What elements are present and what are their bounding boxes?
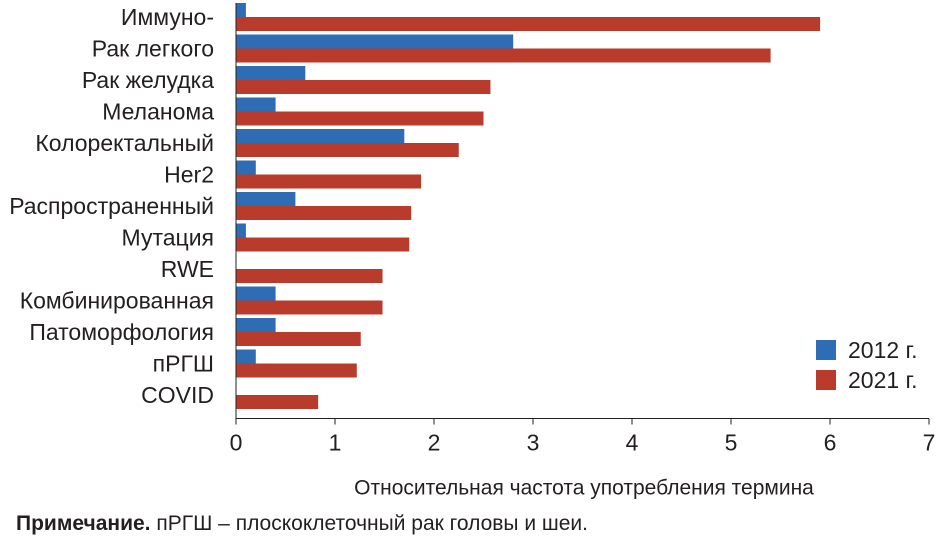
bar-series2 — [236, 48, 771, 63]
legend: 2012 г. 2021 г. — [816, 337, 918, 393]
bar-chart: Иммуно- Рак легкого Рак желудка Меланома Кол… — [9, 3, 936, 500]
footnote-label: Примечание. — [16, 512, 151, 535]
bar-series2 — [236, 143, 459, 157]
bar-series2 — [236, 174, 422, 189]
footnote: Примечание. пРГШ – плоскоклеточный рак г… — [16, 511, 588, 537]
bar-series1 — [236, 286, 276, 301]
bar-series1 — [236, 318, 276, 332]
x-axis-ticks: 0 1 2 3 4 5 6 7 — [230, 418, 936, 456]
category-labels: Иммуно- Рак легкого Рак желудка Меланома Кол… — [9, 4, 214, 408]
x-tick-label: 5 — [725, 430, 738, 456]
footnote-text: пРГШ – плоскоклеточный рак головы и шеи. — [150, 512, 588, 535]
x-tick-label: 2 — [428, 430, 441, 456]
bar-series1 — [236, 160, 256, 175]
x-tick-label: 7 — [923, 430, 936, 456]
bar-series2 — [236, 80, 491, 94]
x-axis-title: Относительная частота употребления терми… — [354, 477, 814, 500]
bar-series2 — [236, 332, 361, 346]
category-label: Распространенный — [9, 193, 214, 219]
category-label: пРГШ — [153, 351, 214, 377]
bar-series2 — [236, 206, 412, 220]
category-label: Меланома — [102, 99, 214, 125]
bar-series2 — [236, 395, 319, 409]
category-label: Her2 — [164, 162, 214, 188]
bar-series2 — [236, 17, 821, 31]
category-label: RWE — [161, 256, 214, 282]
legend-swatch — [816, 370, 836, 390]
legend-label: 2021 г. — [848, 367, 918, 393]
bar-series2 — [236, 300, 383, 315]
x-tick-label: 6 — [824, 430, 837, 456]
bar-series2 — [236, 363, 357, 378]
legend-swatch — [816, 340, 836, 360]
bar-series1 — [236, 34, 514, 49]
bar-series2 — [236, 111, 484, 126]
category-label: Рак легкого — [92, 36, 214, 62]
bar-series1 — [236, 223, 246, 238]
x-tick-label: 3 — [527, 430, 540, 456]
x-tick-label: 0 — [230, 430, 243, 456]
bar-series1 — [236, 3, 246, 17]
category-label: Иммуно- — [121, 4, 214, 30]
legend-label: 2012 г. — [848, 337, 918, 363]
bar-series1 — [236, 97, 276, 112]
bar-series2 — [236, 237, 410, 252]
category-label: Мутация — [122, 225, 214, 251]
x-tick-label: 4 — [626, 430, 639, 456]
category-label: Рак желудка — [82, 67, 214, 93]
category-label: COVID — [141, 382, 214, 408]
bar-series1 — [236, 66, 306, 80]
bars-layer — [236, 3, 821, 409]
bar-series1 — [236, 129, 405, 143]
bar-series1 — [236, 192, 296, 206]
category-label: Комбинированная — [20, 288, 214, 314]
bar-series2 — [236, 269, 383, 283]
bar-series1 — [236, 349, 256, 364]
x-tick-label: 1 — [329, 430, 342, 456]
category-label: Патоморфология — [29, 319, 214, 345]
category-label: Колоректальный — [35, 130, 214, 156]
